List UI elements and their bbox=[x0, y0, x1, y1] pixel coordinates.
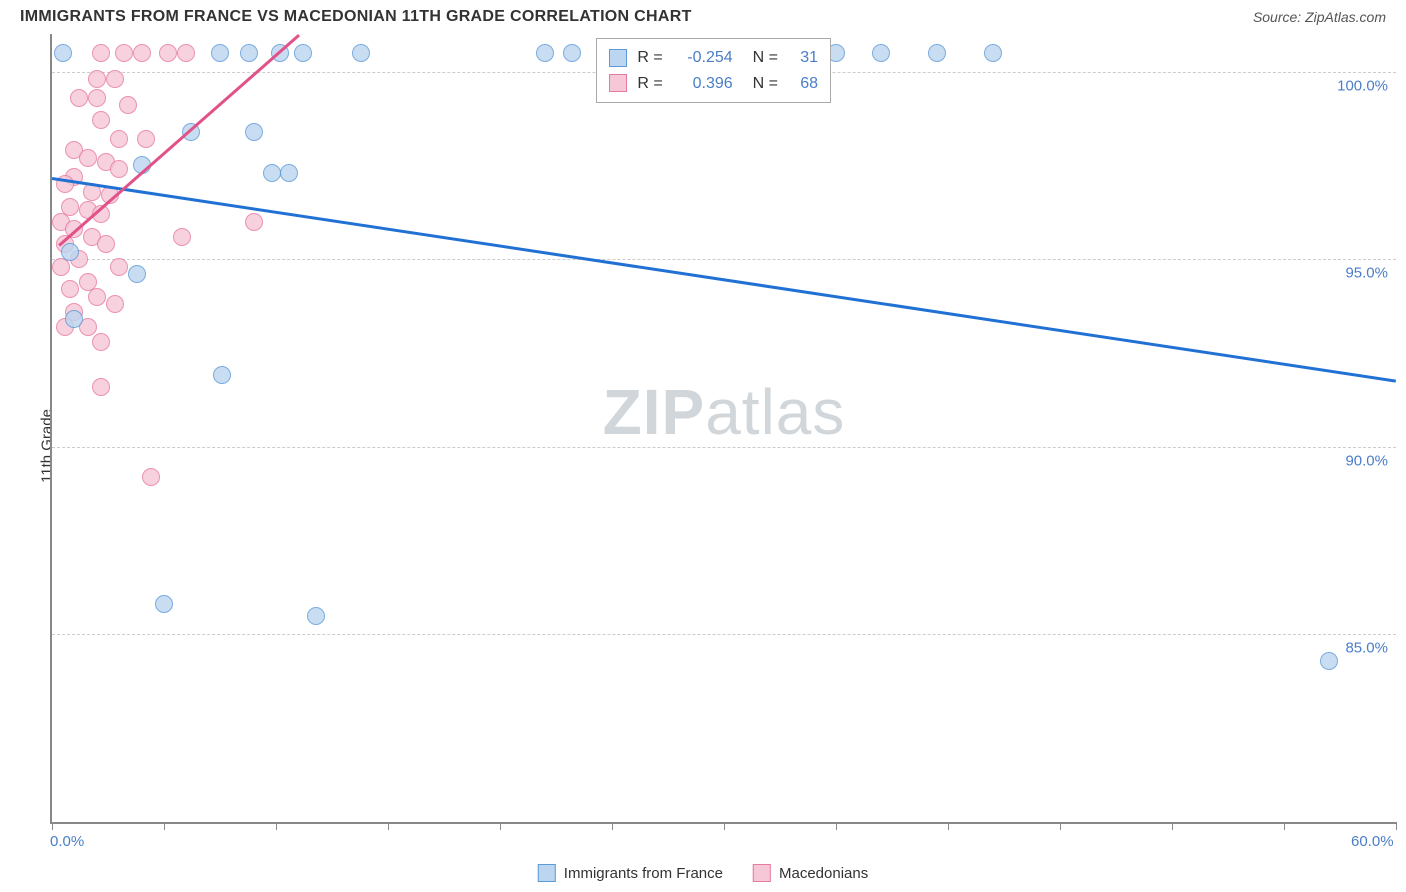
data-point-pink bbox=[88, 288, 106, 306]
data-point-pink bbox=[61, 280, 79, 298]
y-tick-label: 95.0% bbox=[1345, 265, 1388, 282]
x-tick bbox=[52, 822, 53, 830]
data-point-pink bbox=[177, 44, 195, 62]
data-point-blue bbox=[872, 44, 890, 62]
data-point-pink bbox=[92, 44, 110, 62]
legend-swatch bbox=[538, 864, 556, 882]
stats-box: R = -0.254 N = 31 R = 0.396 N = 68 bbox=[596, 38, 831, 103]
chart-source: Source: ZipAtlas.com bbox=[1253, 9, 1386, 25]
data-point-pink bbox=[92, 333, 110, 351]
stats-r-value: -0.254 bbox=[673, 45, 733, 71]
stats-n-label: N = bbox=[753, 71, 778, 97]
x-tick-label: 0.0% bbox=[50, 833, 84, 850]
data-point-pink bbox=[88, 89, 106, 107]
gridline-h bbox=[52, 447, 1396, 448]
data-point-blue bbox=[928, 44, 946, 62]
data-point-pink bbox=[133, 44, 151, 62]
watermark-light: atlas bbox=[705, 376, 845, 448]
stats-r-value: 0.396 bbox=[673, 71, 733, 97]
x-tick bbox=[1060, 822, 1061, 830]
y-tick-label: 85.0% bbox=[1345, 640, 1388, 657]
data-point-pink bbox=[110, 258, 128, 276]
x-tick bbox=[164, 822, 165, 830]
data-point-blue bbox=[536, 44, 554, 62]
data-point-pink bbox=[92, 378, 110, 396]
x-tick-label: 60.0% bbox=[1351, 833, 1394, 850]
x-tick bbox=[1284, 822, 1285, 830]
data-point-pink bbox=[173, 228, 191, 246]
x-tick bbox=[500, 822, 501, 830]
data-point-blue bbox=[263, 164, 281, 182]
gridline-h bbox=[52, 634, 1396, 635]
data-point-pink bbox=[142, 468, 160, 486]
data-point-blue bbox=[54, 44, 72, 62]
x-tick bbox=[612, 822, 613, 830]
bottom-legend: Immigrants from France Macedonians bbox=[538, 864, 868, 882]
data-point-blue bbox=[984, 44, 1002, 62]
data-point-pink bbox=[119, 96, 137, 114]
watermark-text: ZIPatlas bbox=[603, 375, 846, 449]
x-tick bbox=[1396, 822, 1397, 830]
data-point-blue bbox=[155, 595, 173, 613]
legend-item: Macedonians bbox=[753, 864, 868, 882]
y-tick-label: 100.0% bbox=[1337, 77, 1388, 94]
data-point-pink bbox=[97, 235, 115, 253]
legend-label: Macedonians bbox=[779, 865, 868, 882]
data-point-blue bbox=[240, 44, 258, 62]
data-point-blue bbox=[128, 265, 146, 283]
data-point-blue bbox=[211, 44, 229, 62]
data-point-pink bbox=[88, 70, 106, 88]
data-point-blue bbox=[1320, 652, 1338, 670]
stats-swatch bbox=[609, 49, 627, 67]
data-point-pink bbox=[70, 89, 88, 107]
data-point-pink bbox=[110, 130, 128, 148]
x-tick bbox=[1172, 822, 1173, 830]
data-point-blue bbox=[307, 607, 325, 625]
data-point-blue bbox=[294, 44, 312, 62]
stats-r-label: R = bbox=[637, 71, 662, 97]
x-tick bbox=[724, 822, 725, 830]
data-point-pink bbox=[106, 295, 124, 313]
data-point-pink bbox=[137, 130, 155, 148]
data-point-pink bbox=[159, 44, 177, 62]
data-point-pink bbox=[92, 111, 110, 129]
data-point-blue bbox=[563, 44, 581, 62]
data-point-pink bbox=[110, 160, 128, 178]
x-tick bbox=[836, 822, 837, 830]
data-point-pink bbox=[106, 70, 124, 88]
stats-n-label: N = bbox=[753, 45, 778, 71]
y-tick-label: 90.0% bbox=[1345, 452, 1388, 469]
data-point-pink bbox=[245, 213, 263, 231]
trendline-pink bbox=[58, 34, 299, 246]
data-point-blue bbox=[213, 366, 231, 384]
data-point-blue bbox=[352, 44, 370, 62]
chart-title: IMMIGRANTS FROM FRANCE VS MACEDONIAN 11T… bbox=[20, 8, 692, 26]
data-point-pink bbox=[79, 149, 97, 167]
legend-swatch bbox=[753, 864, 771, 882]
stats-swatch bbox=[609, 74, 627, 92]
data-point-blue bbox=[61, 243, 79, 261]
stats-row: R = -0.254 N = 31 bbox=[609, 45, 818, 71]
stats-row: R = 0.396 N = 68 bbox=[609, 71, 818, 97]
stats-n-value: 68 bbox=[788, 71, 818, 97]
data-point-blue bbox=[245, 123, 263, 141]
data-point-blue bbox=[65, 310, 83, 328]
data-point-blue bbox=[280, 164, 298, 182]
legend-label: Immigrants from France bbox=[564, 865, 723, 882]
stats-r-label: R = bbox=[637, 45, 662, 71]
watermark-bold: ZIP bbox=[603, 376, 706, 448]
x-tick bbox=[276, 822, 277, 830]
x-tick bbox=[388, 822, 389, 830]
data-point-pink bbox=[115, 44, 133, 62]
x-tick bbox=[948, 822, 949, 830]
legend-item: Immigrants from France bbox=[538, 864, 723, 882]
trendline-blue bbox=[52, 177, 1396, 382]
chart-plot-area: ZIPatlas 85.0%90.0%95.0%100.0%0.0%60.0%R… bbox=[50, 34, 1396, 824]
stats-n-value: 31 bbox=[788, 45, 818, 71]
chart-header: IMMIGRANTS FROM FRANCE VS MACEDONIAN 11T… bbox=[0, 0, 1406, 30]
gridline-h bbox=[52, 259, 1396, 260]
